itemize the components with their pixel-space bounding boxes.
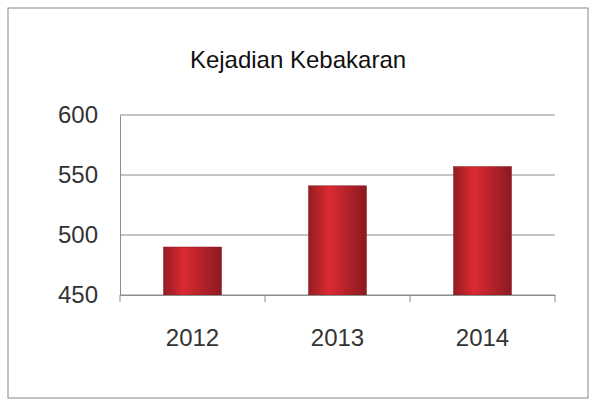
y-tick: 550 xyxy=(58,161,120,188)
y-tick-label: 450 xyxy=(58,281,98,308)
chart-svg: Kejadian Kebakaran4505005506002012201320… xyxy=(0,0,596,406)
y-tick: 500 xyxy=(58,221,120,248)
bar xyxy=(164,247,222,295)
category-boundary xyxy=(410,295,411,302)
category-boundary xyxy=(265,295,266,302)
x-axis-line xyxy=(121,295,556,296)
grid xyxy=(120,115,555,295)
x-axis: 2012 2013 2014 xyxy=(120,295,556,351)
x-tick: 2012 xyxy=(166,295,219,351)
x-tick: 2014 xyxy=(456,295,509,351)
chart-title: Kejadian Kebakaran xyxy=(190,46,406,73)
bar xyxy=(309,186,367,295)
chart-frame xyxy=(8,8,588,398)
bars xyxy=(164,167,512,295)
category-boundary xyxy=(555,295,556,302)
y-tick-label: 500 xyxy=(58,221,98,248)
y-axis-line xyxy=(120,116,121,296)
y-axis: 450 500 550 600 xyxy=(58,101,121,308)
category-boundary xyxy=(120,295,121,302)
x-tick-label: 2012 xyxy=(166,324,219,351)
y-tick-label: 550 xyxy=(58,161,98,188)
x-tick-label: 2013 xyxy=(311,324,364,351)
x-tick-label: 2014 xyxy=(456,324,509,351)
x-tick: 2013 xyxy=(311,295,364,351)
bar xyxy=(454,167,512,295)
y-tick-label: 600 xyxy=(58,101,98,128)
y-tick: 450 xyxy=(58,281,120,308)
y-tick: 600 xyxy=(58,101,120,128)
grid-line xyxy=(120,115,555,116)
